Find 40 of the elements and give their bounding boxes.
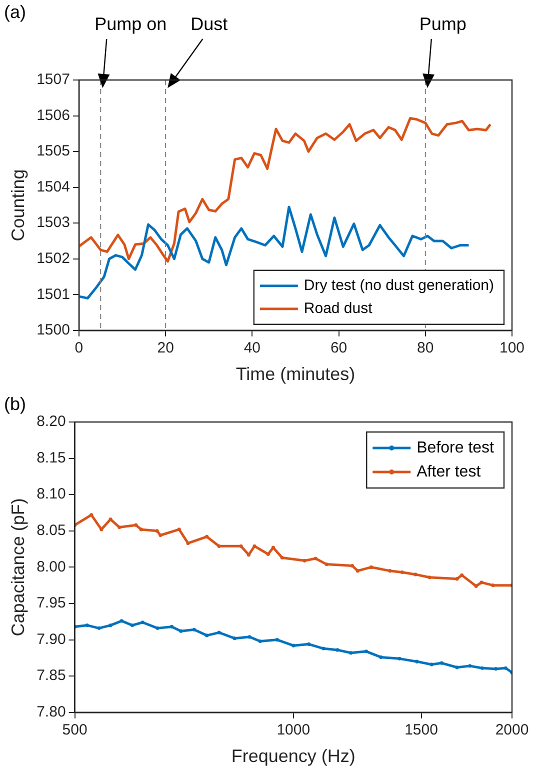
y-tick-label: 1504 — [36, 178, 70, 196]
x-axis-title: Time (minutes) — [236, 364, 356, 384]
y-tick-label: 8.10 — [36, 486, 66, 503]
x-tick-label: 60 — [330, 340, 348, 357]
text: (b) — [4, 394, 26, 414]
y-axis-title: Counting — [8, 169, 28, 242]
y-axis-title: Capacitance (pF) — [8, 498, 28, 636]
y-tick-label: 7.90 — [36, 630, 66, 648]
y-tick-label: 7.95 — [36, 594, 66, 612]
legend-label: After test — [416, 463, 482, 480]
ref-line-label: Pump — [419, 14, 466, 34]
legend-label: Dry test (no dust generation) — [304, 277, 494, 294]
legend-label: Road dust — [304, 300, 374, 318]
y-tick-label: 1506 — [36, 106, 70, 124]
y-tick-label: 8.05 — [36, 522, 66, 540]
y-tick-label: 1502 — [36, 250, 70, 267]
x-tick-label: 40 — [244, 340, 261, 357]
y-tick-label: 1500 — [36, 322, 70, 339]
y-tick-label: 8.20 — [36, 413, 66, 430]
x-axis-title: Frequency (Hz) — [231, 746, 356, 766]
y-tick-label: 1505 — [36, 142, 70, 160]
legend-label: Before test — [416, 439, 495, 456]
x-tick-label: 2000 — [495, 722, 529, 739]
ref-line-label: Pump on — [94, 14, 167, 34]
x-tick-label: 1000 — [276, 722, 310, 739]
x-tick-label: 500 — [62, 722, 88, 739]
y-tick-label: 7.80 — [36, 704, 66, 721]
text: (a) — [4, 2, 26, 22]
y-tick-label: 7.85 — [36, 667, 66, 684]
x-tick-label: 80 — [417, 340, 434, 357]
x-tick-label: 0 — [74, 340, 84, 357]
x-tick-label: 20 — [157, 340, 174, 357]
ref-line-label: Dust — [190, 14, 228, 34]
y-tick-label: 1507 — [36, 71, 70, 88]
y-tick-label: 1501 — [36, 286, 70, 303]
x-tick-label: 100 — [499, 340, 525, 357]
y-tick-label: 1503 — [36, 214, 70, 232]
y-tick-label: 8.00 — [36, 558, 66, 576]
x-tick-label: 1500 — [404, 722, 438, 739]
y-tick-label: 8.15 — [36, 449, 66, 466]
